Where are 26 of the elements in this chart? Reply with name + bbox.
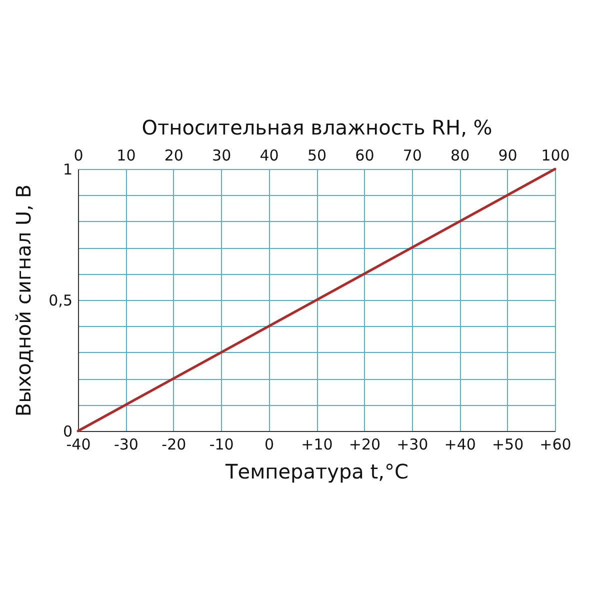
x2-tick-label: 10 [116, 146, 136, 164]
x-tick-label: +50 [492, 436, 524, 454]
x2-tick-label: 70 [402, 146, 422, 164]
x-axis-title: Температура t,°C [224, 460, 408, 484]
x-tick-label: +60 [540, 436, 572, 454]
y-tick-label: 1 [62, 160, 72, 178]
y-axis-title: Выходной сигнал U, В [12, 184, 36, 417]
x2-tick-label: 30 [212, 146, 232, 164]
x-tick-label: +40 [444, 436, 476, 454]
x-tick-label: +20 [348, 436, 381, 454]
x-tick-label: -30 [114, 436, 138, 454]
x-tick-label: +10 [301, 436, 333, 454]
x-tick-label: -20 [162, 436, 186, 454]
x2-tick-label: 40 [260, 146, 279, 164]
x2-tick-label: 90 [498, 146, 518, 164]
x2-tick-label: 80 [450, 146, 470, 164]
x-tick-label: 0 [264, 436, 274, 454]
x2-tick-label: 20 [164, 146, 184, 164]
y-tick-label: 0,5 [48, 292, 72, 310]
x2-tick-label: 100 [541, 146, 570, 164]
x2-tick-label: 60 [355, 146, 374, 164]
x2-tick-label: 50 [307, 146, 327, 164]
x2-tick-label: 0 [74, 146, 84, 164]
x2-axis-title: Относительная влажность RH, % [142, 116, 492, 140]
x-tick-label: +30 [396, 436, 428, 454]
x-tick-label: -10 [209, 436, 234, 454]
